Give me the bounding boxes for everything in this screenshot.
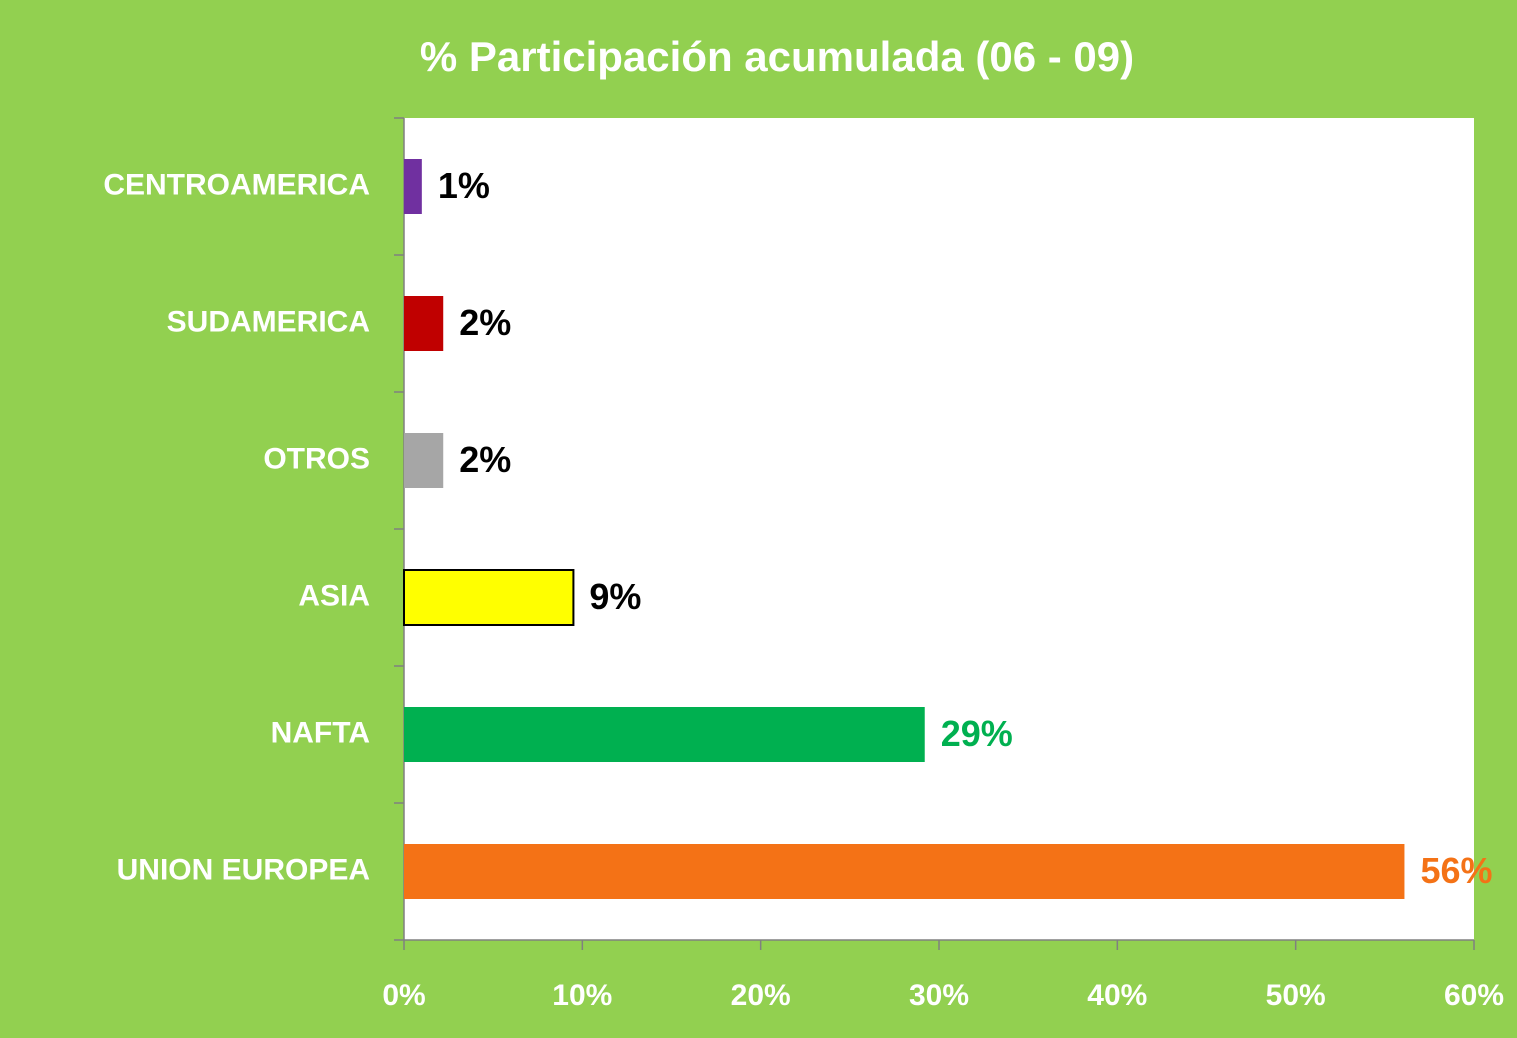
bar — [404, 707, 925, 762]
category-label: CENTROAMERICA — [103, 168, 370, 201]
x-tick-label: 10% — [552, 979, 612, 1012]
value-label: 9% — [589, 576, 641, 617]
category-label: SUDAMERICA — [167, 305, 370, 338]
category-label: UNION EUROPEA — [117, 853, 370, 886]
value-label: 2% — [459, 302, 511, 343]
bar — [404, 844, 1405, 899]
x-tick-label: 0% — [382, 979, 425, 1012]
category-label: ASIA — [298, 579, 370, 612]
x-tick-label: 40% — [1087, 979, 1147, 1012]
chart-title: % Participación acumulada (06 - 09) — [420, 33, 1134, 80]
value-label: 56% — [1420, 850, 1492, 891]
x-tick-label: 30% — [909, 979, 969, 1012]
category-label: OTROS — [263, 442, 370, 475]
bar — [403, 569, 575, 626]
value-label: 29% — [941, 713, 1013, 754]
value-label: 2% — [459, 439, 511, 480]
x-tick-label: 20% — [731, 979, 791, 1012]
x-tick-label: 60% — [1444, 979, 1504, 1012]
value-label: 1% — [438, 165, 490, 206]
plot-area — [404, 118, 1474, 940]
bar — [404, 159, 422, 214]
category-label: NAFTA — [271, 716, 370, 749]
x-tick-label: 50% — [1266, 979, 1326, 1012]
bar — [404, 433, 444, 488]
bar — [404, 296, 444, 351]
